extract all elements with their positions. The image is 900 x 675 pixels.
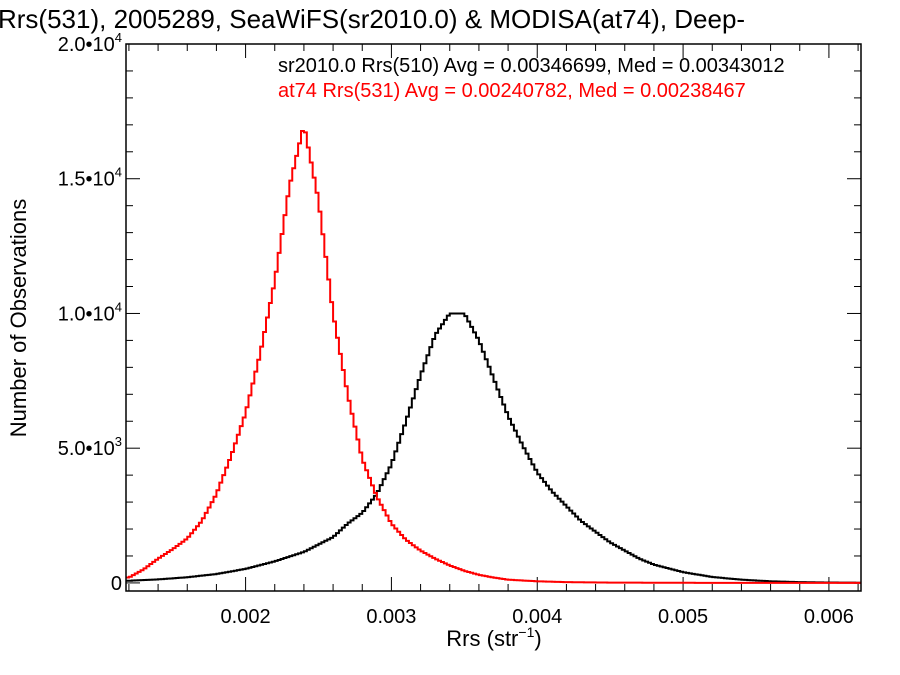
x-tick-label-0: 0.002 bbox=[221, 606, 271, 628]
x-tick-label-4: 0.006 bbox=[804, 606, 854, 628]
histogram-series-0 bbox=[126, 312, 861, 584]
histogram-series-1 bbox=[126, 130, 861, 584]
x-axis-label: Rrs (str−1) bbox=[446, 624, 541, 651]
x-axis-label-base: Rrs (str bbox=[446, 626, 518, 651]
x-axis-label-sup: −1 bbox=[518, 624, 534, 640]
legend-entry-0: sr2010.0 Rrs(510) Avg = 0.00346699, Med … bbox=[278, 55, 785, 77]
x-tick-label-1: 0.003 bbox=[366, 606, 416, 628]
y-tick-label-2: 1.0•104 bbox=[58, 299, 122, 325]
y-tick-label-4: 2.0•104 bbox=[58, 30, 122, 56]
legend: sr2010.0 Rrs(510) Avg = 0.00346699, Med … bbox=[278, 55, 785, 102]
legend-entry-1: at74 Rrs(531) Avg = 0.00240782, Med = 0.… bbox=[278, 80, 746, 102]
plot-frame bbox=[125, 43, 862, 592]
chart-title: Rrs(531), 2005289, SeaWiFS(sr2010.0) & M… bbox=[0, 4, 745, 34]
y-axis-label: Number of Observations bbox=[6, 199, 31, 437]
y-tick-label-3: 1.5•104 bbox=[58, 165, 122, 191]
y-tick-label-0: 0 bbox=[111, 573, 122, 595]
axes-layer: 0.002 0.003 0.004 0.005 0.006 0 5.0•103 1.0•104… bbox=[58, 30, 861, 628]
x-tick-label-2: 0.004 bbox=[512, 606, 562, 628]
y-tick-label-1: 5.0•103 bbox=[58, 434, 122, 460]
series-layer bbox=[126, 130, 861, 584]
x-axis-label-end: ) bbox=[534, 626, 541, 651]
x-tick-label-3: 0.005 bbox=[658, 606, 708, 628]
